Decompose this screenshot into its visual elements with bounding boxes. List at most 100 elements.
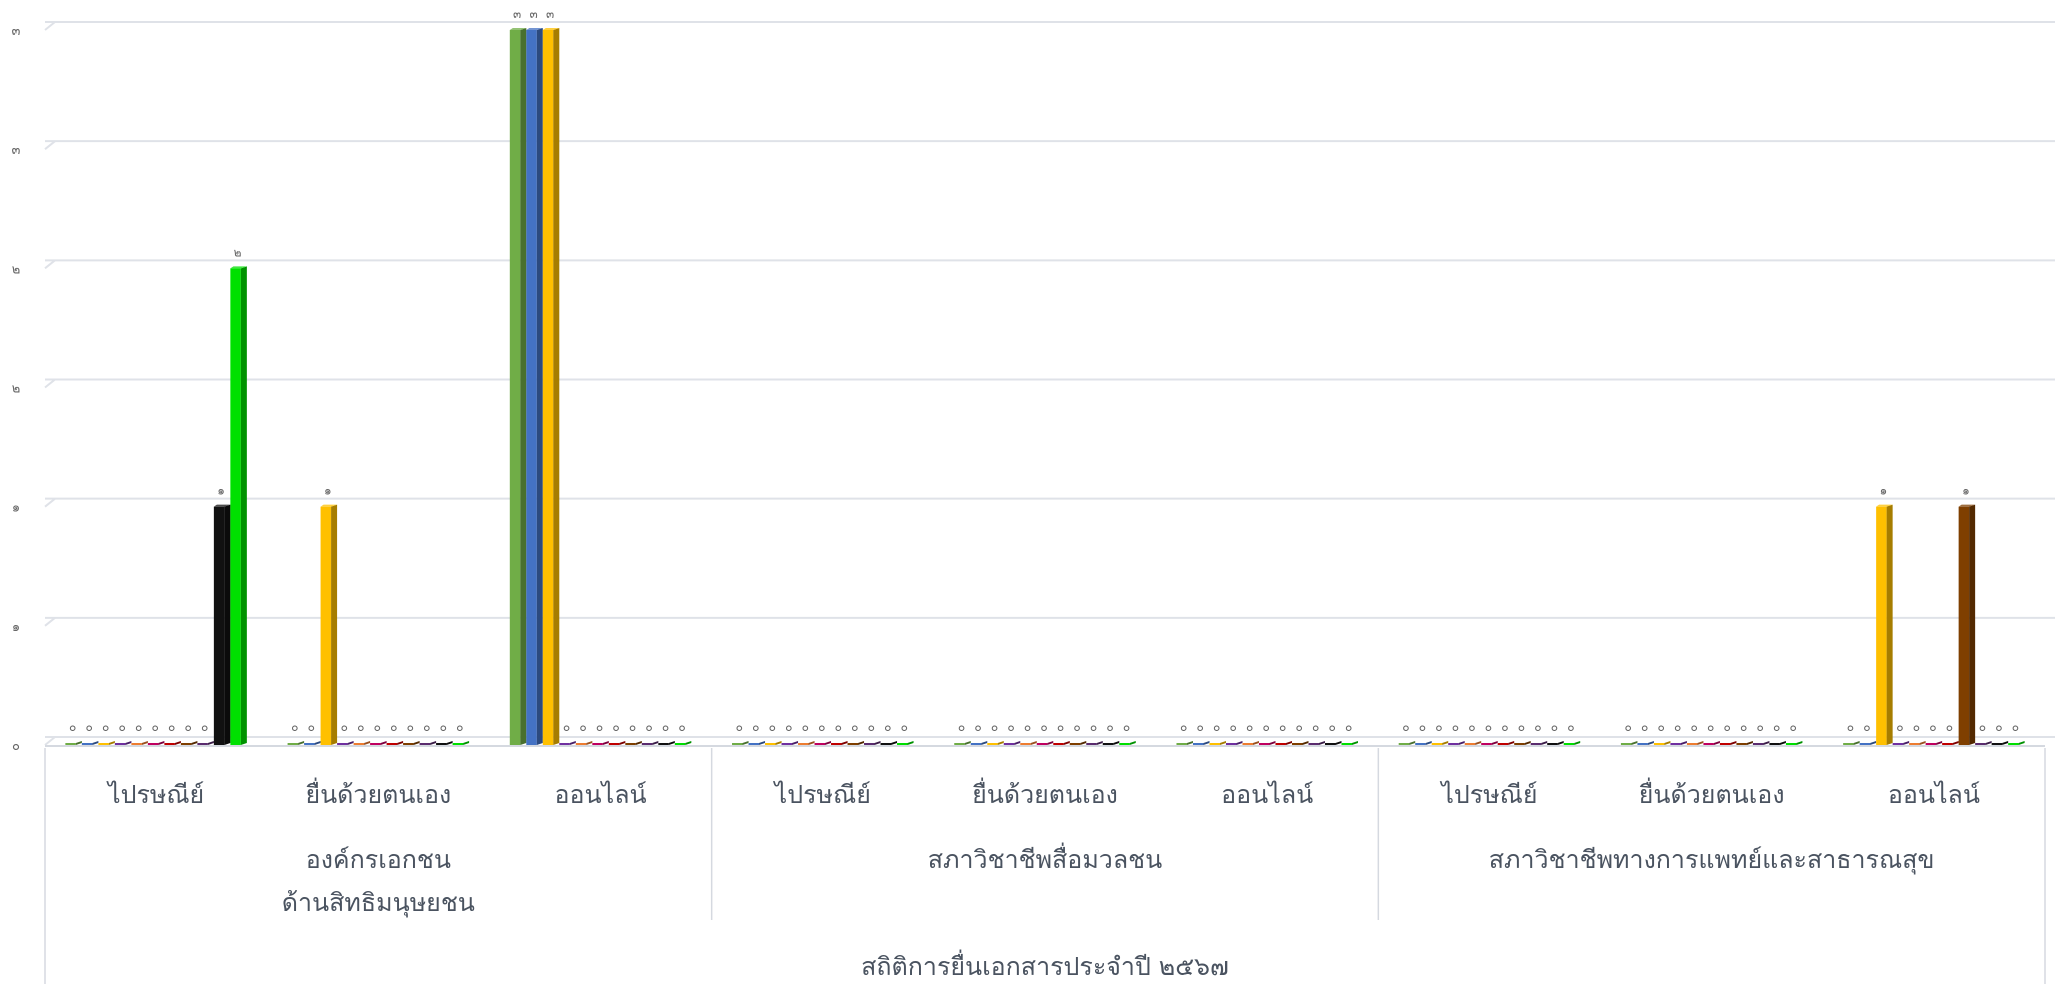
data-label: ๐ (1197, 720, 1204, 734)
grid-lines (44, 21, 2055, 746)
bar-side (1631, 741, 1638, 745)
bar (1036, 743, 1048, 745)
bar-side (997, 741, 1004, 745)
bar (1497, 743, 1509, 745)
bar-top (1876, 504, 1893, 507)
x-tick-label: ออนไลน์ (1221, 780, 1313, 809)
grid-line-depth (44, 497, 56, 508)
bar (625, 743, 636, 745)
bar-side (347, 741, 354, 745)
data-label: ๐ (1468, 720, 1475, 734)
bar (287, 743, 299, 745)
bar (1925, 743, 1937, 745)
data-label: ๐ (678, 720, 685, 734)
bar (1448, 743, 1459, 745)
data-label: ๐ (308, 720, 315, 734)
bar (147, 743, 159, 745)
data-label: ๐ (868, 720, 875, 734)
data-label: ๐ (1090, 720, 1097, 734)
data-label: ๐ (1040, 720, 1047, 734)
data-label: ๐ (629, 720, 636, 734)
bar-side (742, 741, 749, 745)
bar (987, 743, 998, 745)
data-label: ๐ (835, 720, 842, 734)
bar-side (1080, 741, 1087, 745)
bar-side (569, 741, 576, 745)
data-label: ๐ (1106, 720, 1113, 734)
data-label: ๐ (851, 720, 858, 734)
data-label: ๐ (612, 720, 619, 734)
bar (1909, 743, 1920, 745)
bar-side (108, 741, 115, 745)
bar-side (1113, 741, 1120, 745)
bar (114, 743, 126, 745)
bar-side (1647, 741, 1654, 745)
bar-side (174, 741, 181, 745)
bar-side (446, 741, 453, 745)
bar-side (1969, 504, 1976, 745)
bar-side (891, 741, 898, 745)
data-label: ๐ (1641, 720, 1648, 734)
bar (1563, 743, 1575, 745)
bar-side (858, 741, 865, 745)
data-label: ๐ (818, 720, 825, 734)
data-label: ๐ (752, 720, 759, 734)
bar-side (1458, 741, 1465, 745)
data-label: ๐ (1279, 720, 1286, 734)
data-label: ๐ (1790, 720, 1797, 734)
bar (1225, 743, 1237, 745)
bar-side (1796, 741, 1803, 745)
data-label: ๐ (1913, 720, 1920, 734)
bar-side (619, 741, 626, 745)
bar-top (542, 28, 560, 30)
data-label: ๐ (374, 720, 381, 734)
x-group-label: องค์กรเอกชน (306, 845, 451, 874)
data-label: ๐ (440, 720, 447, 734)
data-label: ๐ (1929, 720, 1936, 734)
x-tick-label: ไปรษณีย์ (106, 780, 204, 809)
data-label: ๐ (1123, 720, 1130, 734)
bar (1020, 743, 1031, 745)
bar-side (586, 741, 593, 745)
bar-side (92, 741, 99, 745)
bar (1752, 743, 1764, 745)
bar (1859, 743, 1871, 745)
bar (1620, 743, 1632, 745)
bar (1785, 743, 1797, 745)
grid-line-depth (44, 140, 56, 150)
x-tick-label: ยื่นด้วยตนเอง (972, 777, 1118, 809)
bar-side (1779, 741, 1786, 745)
data-label: ๐ (1658, 720, 1665, 734)
data-label: ๐ (407, 720, 414, 734)
bars (65, 28, 2025, 745)
bar-side (1047, 741, 1054, 745)
bar (1719, 743, 1731, 745)
bar (1769, 743, 1780, 745)
bar (2008, 743, 2019, 745)
data-label: ๐ (102, 720, 109, 734)
data-label: ๐ (1024, 720, 1031, 734)
data-label: ๐ (1518, 720, 1525, 734)
data-label: ๐ (69, 720, 76, 734)
data-label: ๐ (1551, 720, 1558, 734)
data-label: ๐ (1863, 720, 1870, 734)
data-label: ๐ (1057, 720, 1064, 734)
data-label: ๐ (645, 720, 652, 734)
x-tick-label: ออนไลน์ (1888, 780, 1980, 809)
bar-side (602, 741, 609, 745)
bar (847, 743, 859, 745)
data-label: ๐ (1452, 720, 1459, 734)
bar (419, 743, 431, 745)
y-tick-label: ๑ (12, 620, 20, 635)
bar (1703, 743, 1714, 745)
data-label: ๐ (1296, 720, 1303, 734)
data-label: ๐ (1263, 720, 1270, 734)
bar (452, 743, 464, 745)
x-group-label: ด้านสิทธิมนุษยชน (282, 888, 475, 918)
data-label: ๐ (974, 720, 981, 734)
bar (1192, 743, 1204, 745)
bar-side (463, 741, 470, 745)
bar-side (1524, 741, 1531, 745)
data-label: ๐ (736, 720, 743, 734)
